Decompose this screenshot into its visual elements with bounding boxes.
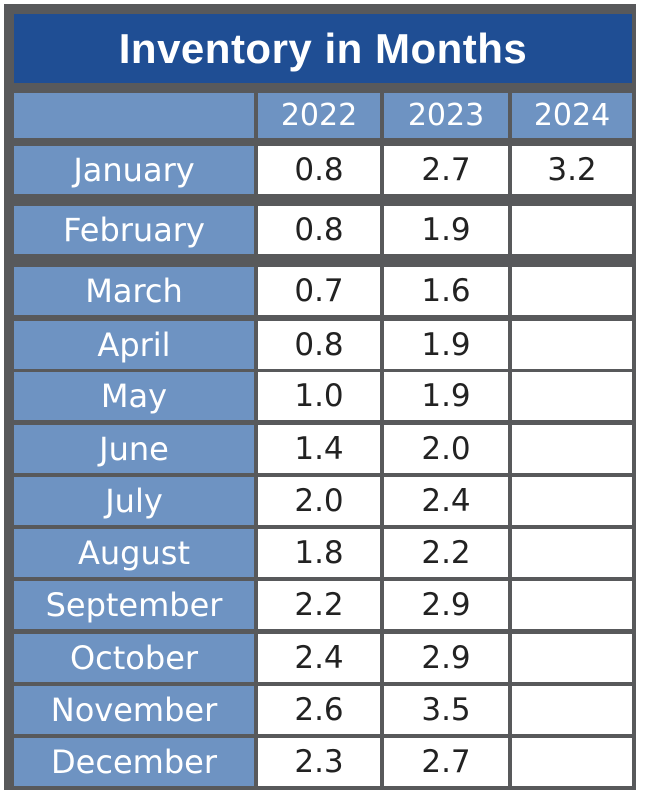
table-cell-june-2022: 1.4 bbox=[258, 425, 380, 473]
table-cell-march-2024 bbox=[512, 267, 632, 315]
table-cell-october-2024 bbox=[512, 634, 632, 682]
table-cell-december-2024 bbox=[512, 738, 632, 786]
table-cell-june-2023: 2.0 bbox=[384, 425, 508, 473]
table-cell-september-2024 bbox=[512, 581, 632, 629]
table-cell-april-2022: 0.8 bbox=[258, 321, 380, 369]
table-title: Inventory in Months bbox=[14, 14, 632, 83]
table-cell-january-2023: 2.7 bbox=[384, 146, 508, 194]
column-header-2022: 2022 bbox=[258, 93, 380, 138]
table-cell-february-2023: 1.9 bbox=[384, 206, 508, 254]
table-cell-february-2024 bbox=[512, 206, 632, 254]
table-cell-september-2023: 2.9 bbox=[384, 581, 508, 629]
header-corner-cell bbox=[14, 93, 254, 138]
table-cell-january-2022: 0.8 bbox=[258, 146, 380, 194]
table-cell-february-2022: 0.8 bbox=[258, 206, 380, 254]
row-label-october: October bbox=[14, 634, 254, 682]
row-label-august: August bbox=[14, 529, 254, 577]
table-cell-march-2022: 0.7 bbox=[258, 267, 380, 315]
row-label-february: February bbox=[14, 206, 254, 254]
table-cell-may-2023: 1.9 bbox=[384, 372, 508, 420]
table-cell-november-2023: 3.5 bbox=[384, 686, 508, 734]
row-label-november: November bbox=[14, 686, 254, 734]
table-cell-october-2022: 2.4 bbox=[258, 634, 380, 682]
table-cell-october-2023: 2.9 bbox=[384, 634, 508, 682]
table-cell-september-2022: 2.2 bbox=[258, 581, 380, 629]
table-cell-august-2024 bbox=[512, 529, 632, 577]
column-header-2024: 2024 bbox=[512, 93, 632, 138]
row-label-december: December bbox=[14, 738, 254, 786]
row-label-july: July bbox=[14, 477, 254, 525]
table-cell-july-2024 bbox=[512, 477, 632, 525]
row-label-june: June bbox=[14, 425, 254, 473]
column-header-2023: 2023 bbox=[384, 93, 508, 138]
table-cell-june-2024 bbox=[512, 425, 632, 473]
row-label-march: March bbox=[14, 267, 254, 315]
row-label-april: April bbox=[14, 321, 254, 369]
row-label-september: September bbox=[14, 581, 254, 629]
table-cell-july-2023: 2.4 bbox=[384, 477, 508, 525]
table-cell-august-2022: 1.8 bbox=[258, 529, 380, 577]
table-cell-may-2024 bbox=[512, 372, 632, 420]
row-label-january: January bbox=[14, 146, 254, 194]
row-label-may: May bbox=[14, 372, 254, 420]
table-cell-november-2022: 2.6 bbox=[258, 686, 380, 734]
table-cell-march-2023: 1.6 bbox=[384, 267, 508, 315]
table-cell-april-2024 bbox=[512, 321, 632, 369]
table-cell-may-2022: 1.0 bbox=[258, 372, 380, 420]
table-cell-december-2022: 2.3 bbox=[258, 738, 380, 786]
table-cell-november-2024 bbox=[512, 686, 632, 734]
table-cell-august-2023: 2.2 bbox=[384, 529, 508, 577]
table-cell-january-2024: 3.2 bbox=[512, 146, 632, 194]
table-cell-july-2022: 2.0 bbox=[258, 477, 380, 525]
table-cell-december-2023: 2.7 bbox=[384, 738, 508, 786]
table-cell-april-2023: 1.9 bbox=[384, 321, 508, 369]
